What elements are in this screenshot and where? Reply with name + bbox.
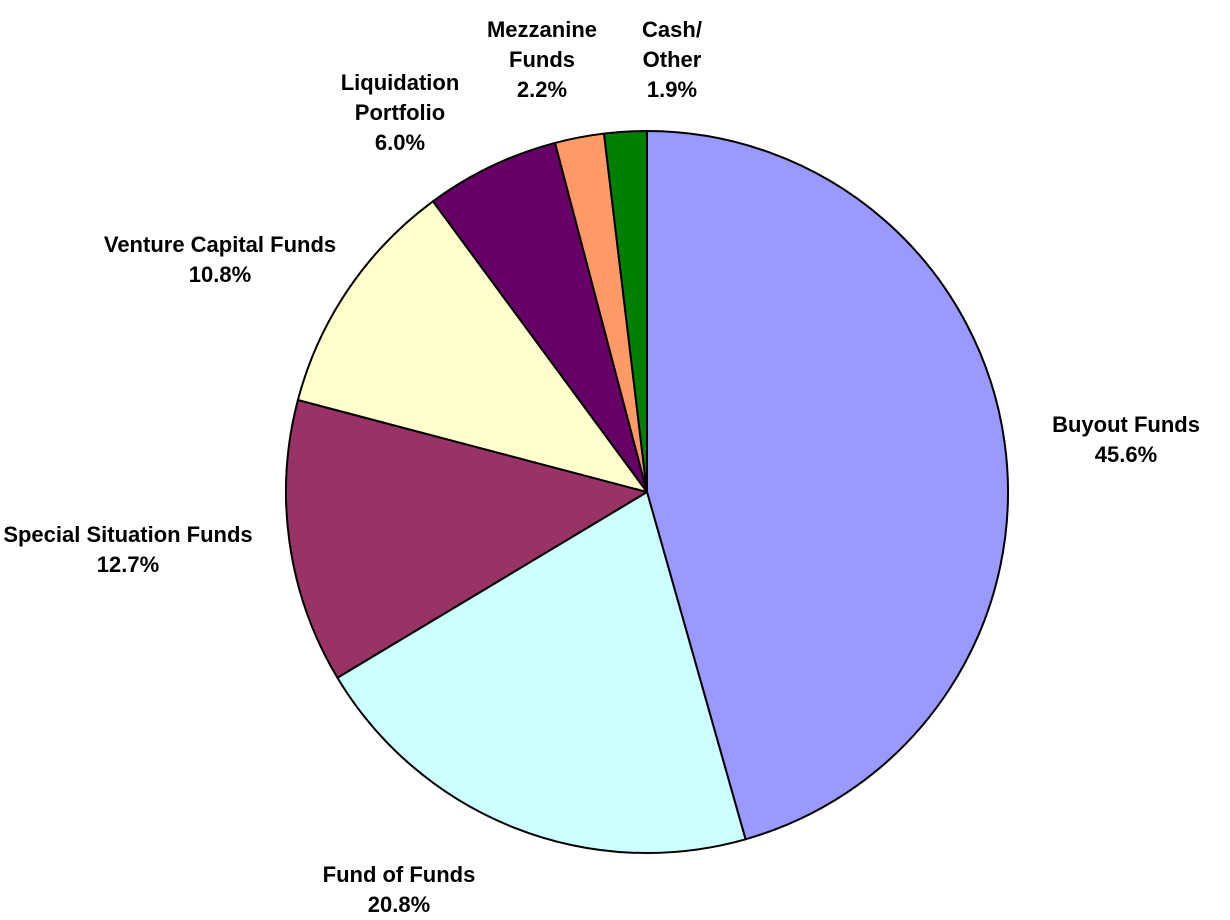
value-label: 6.0% bbox=[374, 130, 426, 155]
value-label: 12.7% bbox=[96, 552, 160, 577]
slice-label: Fund of Funds 20.8% bbox=[284, 860, 514, 920]
pie-slice bbox=[285, 399, 648, 679]
category-label: Buyout Funds bbox=[1052, 412, 1200, 437]
slice-label: Buyout Funds 45.6% bbox=[1011, 410, 1230, 470]
value-label: 1.9% bbox=[646, 77, 698, 102]
value-label: 10.8% bbox=[188, 262, 252, 287]
pie-slice bbox=[336, 491, 747, 854]
pie-slice bbox=[603, 130, 648, 493]
pie-slice bbox=[431, 141, 648, 493]
value-label: 45.6% bbox=[1094, 442, 1158, 467]
value-label: 2.2% bbox=[516, 77, 568, 102]
value-label: 20.8% bbox=[367, 892, 431, 917]
slice-label: Cash/Other 1.9% bbox=[632, 15, 712, 105]
category-label: Venture Capital Funds bbox=[103, 232, 337, 257]
slice-label: Liquidation Portfolio 6.0% bbox=[320, 68, 480, 158]
category-label: Mezzanine Funds bbox=[486, 17, 598, 72]
slice-label: Mezzanine Funds 2.2% bbox=[482, 15, 602, 105]
pie-slice bbox=[646, 130, 1009, 841]
pie-slice bbox=[296, 200, 648, 493]
category-label: Liquidation Portfolio bbox=[340, 70, 460, 125]
category-label: Special Situation Funds bbox=[3, 522, 253, 547]
slice-label: Special Situation Funds 12.7% bbox=[0, 520, 258, 580]
category-label: Fund of Funds bbox=[322, 862, 476, 887]
category-label: Cash/Other bbox=[642, 17, 702, 72]
slice-label: Venture Capital Funds 10.8% bbox=[100, 230, 340, 290]
